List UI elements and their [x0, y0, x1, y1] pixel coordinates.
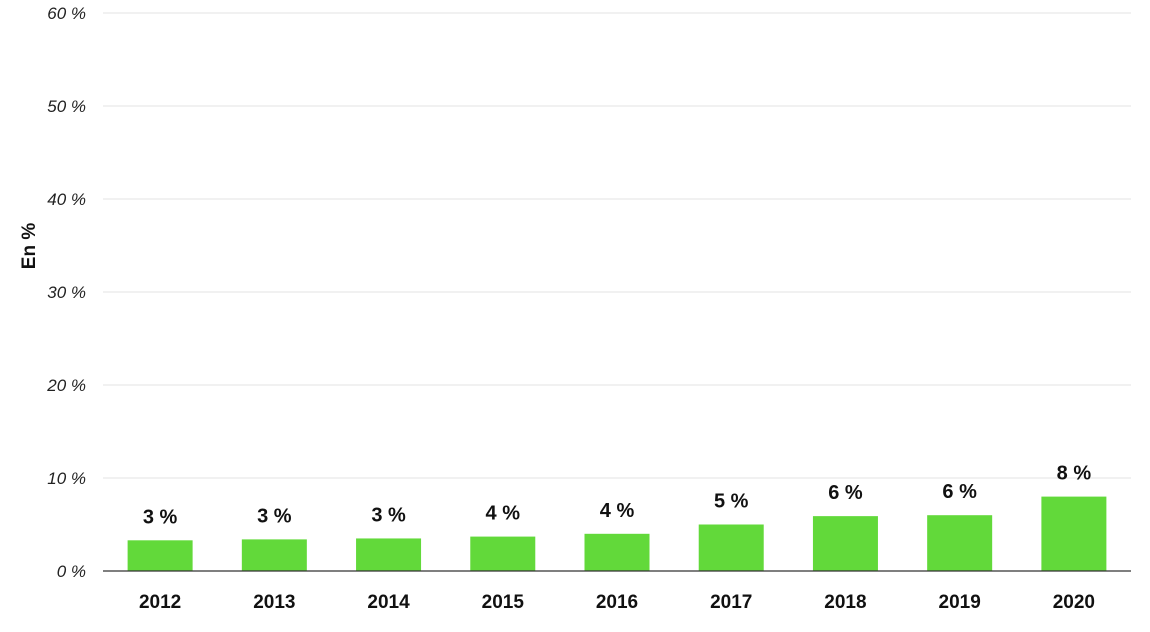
bar [698, 524, 764, 571]
x-tick-label: 2012 [139, 592, 181, 613]
x-tick-label: 2018 [824, 592, 866, 613]
data-label: 6 % [942, 481, 977, 503]
bar [356, 538, 422, 571]
data-label: 4 % [486, 503, 521, 525]
data-labels: 3 % 3 % 3 % 4 % 4 % 5 % 6 % 6 % 8 % [143, 463, 1091, 529]
bar [812, 516, 878, 571]
x-tick-label: 2017 [710, 592, 752, 613]
gridlines [103, 12, 1131, 479]
data-label: 3 % [143, 506, 178, 528]
y-tick-label: 0 % [57, 562, 86, 581]
x-tick-label: 2015 [482, 592, 525, 613]
bar [584, 533, 650, 571]
x-axis-ticks: 2012 2013 2014 2015 2016 2017 2018 2019 2020 [139, 592, 1095, 613]
x-tick-label: 2019 [939, 592, 981, 613]
x-tick-label: 2020 [1053, 592, 1095, 613]
data-label: 6 % [828, 482, 863, 504]
bar [927, 515, 993, 571]
bar [241, 539, 307, 571]
data-label: 3 % [257, 505, 292, 527]
data-label: 3 % [371, 504, 406, 526]
y-tick-label: 10 % [47, 469, 86, 488]
x-tick-label: 2013 [253, 592, 295, 613]
x-tick-label: 2014 [367, 592, 410, 613]
y-tick-label: 50 % [47, 97, 86, 116]
x-tick-label: 2016 [596, 592, 638, 613]
bar [470, 536, 536, 571]
bar [127, 540, 193, 571]
data-label: 4 % [600, 500, 635, 522]
y-axis-ticks: 0 % 10 % 20 % 30 % 40 % 50 % 60 % [46, 4, 86, 581]
bar [1041, 496, 1107, 571]
y-axis-title: En % [19, 223, 40, 270]
y-tick-label: 60 % [47, 4, 86, 23]
y-tick-label: 30 % [47, 283, 86, 302]
data-label: 5 % [714, 491, 749, 513]
bars [127, 496, 1107, 571]
y-tick-label: 20 % [46, 376, 86, 395]
data-label: 8 % [1057, 463, 1092, 485]
y-tick-label: 40 % [47, 190, 86, 209]
